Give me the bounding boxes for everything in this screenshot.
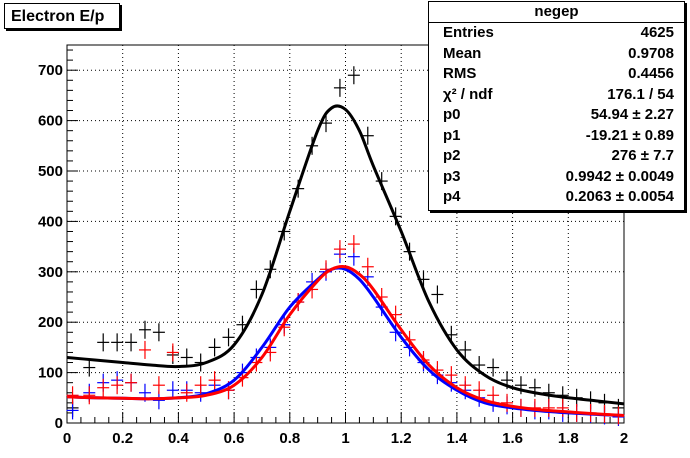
y-tick-label: 700 <box>38 62 63 79</box>
data-point <box>542 383 555 402</box>
data-point <box>83 386 96 405</box>
axis-ticks: 0 0.2 0.4 0.6 0.8 1 1.2 1.4 1.6 1.8 2 0 100 200 300 400… <box>38 49 628 447</box>
x-tick-label: 0.4 <box>168 430 190 447</box>
y-tick-label: 100 <box>38 365 63 382</box>
data-point <box>347 235 360 254</box>
data-point <box>111 333 124 352</box>
stats-value: 54.94 ± 2.27 <box>590 106 674 123</box>
stats-title: negep <box>429 2 684 23</box>
fit-curve <box>66 104 625 406</box>
data-point <box>208 338 221 357</box>
stats-row: RMS 0.4456 <box>429 64 684 85</box>
x-tick-label: 1.2 <box>391 430 412 447</box>
stats-label: Entries <box>443 24 494 41</box>
stats-value: 0.9708 <box>628 44 674 62</box>
data-point <box>487 358 500 377</box>
y-tick-label: 500 <box>38 163 63 180</box>
stats-row: p4 0.2063 ± 0.0054 <box>429 187 684 208</box>
data-point <box>431 285 444 304</box>
data-point <box>208 371 221 390</box>
data-point <box>66 401 79 420</box>
data-point <box>180 348 193 367</box>
data-point <box>111 376 124 395</box>
data-point <box>501 393 514 412</box>
data-point <box>138 340 151 359</box>
data-point <box>542 398 555 417</box>
stats-rows: Entries 4625 Mean 0.9708 RMS 0.4456 χ² / ndf 17… <box>429 23 684 208</box>
data-point <box>152 323 165 342</box>
stats-value: 0.2063 ± 0.0054 <box>565 188 674 205</box>
stats-value: -19.21 ± 0.89 <box>585 126 674 144</box>
stats-row: p2 276 ± 7.7 <box>429 146 684 167</box>
x-tick-label: 0.6 <box>224 430 245 447</box>
data-point <box>125 333 138 352</box>
x-tick-label: 1.6 <box>502 430 523 447</box>
data-point <box>445 366 458 385</box>
data-point <box>473 381 486 400</box>
data-point <box>66 386 79 405</box>
data-point <box>389 323 402 342</box>
stats-label: RMS <box>443 65 477 82</box>
x-tick-label: 1 <box>341 430 349 447</box>
stats-value: 0.4456 <box>628 65 674 82</box>
data-point <box>361 126 374 145</box>
stats-label: p0 <box>443 106 461 123</box>
data-point <box>333 240 346 259</box>
y-tick-label: 300 <box>38 264 63 281</box>
data-point <box>250 280 263 299</box>
stats-label: p2 <box>443 147 461 164</box>
stats-value: 0.9942 ± 0.0049 <box>565 167 674 185</box>
data-point <box>83 358 96 377</box>
data-point <box>333 78 346 97</box>
fit-curve <box>66 264 625 417</box>
stats-label: Mean <box>443 44 482 62</box>
data-marks <box>66 66 625 426</box>
stats-row: χ² / ndf 176.1 / 54 <box>429 85 684 106</box>
y-tick-label: 200 <box>38 314 63 331</box>
x-tick-label: 2 <box>620 430 628 447</box>
stats-label: p3 <box>443 167 461 185</box>
stats-row: p0 54.94 ± 2.27 <box>429 105 684 126</box>
data-point <box>459 340 472 359</box>
x-tick-label: 1.4 <box>446 430 468 447</box>
stats-value: 176.1 / 54 <box>607 85 674 103</box>
data-point <box>138 320 151 339</box>
data-point <box>361 257 374 276</box>
stats-label: χ² / ndf <box>443 85 493 103</box>
stats-row: Mean 0.9708 <box>429 44 684 65</box>
x-tick-label: 1.8 <box>558 430 579 447</box>
data-point <box>152 391 165 410</box>
stats-row: p3 0.9942 ± 0.0049 <box>429 167 684 188</box>
y-tick-label: 600 <box>38 113 63 130</box>
x-tick-label: 0 <box>63 430 71 447</box>
stats-box: negep Entries 4625 Mean 0.9708 RMS 0.4456 χ² /… <box>428 1 685 211</box>
data-point <box>194 376 207 395</box>
y-tick-label: 400 <box>38 213 63 230</box>
fit-curves <box>66 104 625 417</box>
stats-row: Entries 4625 <box>429 23 684 44</box>
chart-title: Electron E/p <box>4 3 120 29</box>
x-tick-label: 0.2 <box>112 430 133 447</box>
y-tick-label: 0 <box>55 415 63 432</box>
stats-label: p1 <box>443 126 461 144</box>
data-point <box>97 333 110 352</box>
stats-row: p1 -19.21 ± 0.89 <box>429 126 684 147</box>
data-point <box>222 328 235 347</box>
stats-value: 276 ± 7.7 <box>611 147 674 164</box>
stats-label: p4 <box>443 188 461 205</box>
data-point <box>125 373 138 392</box>
data-point <box>152 376 165 395</box>
data-point <box>97 378 110 397</box>
data-point <box>166 343 179 362</box>
x-tick-label: 0.8 <box>279 430 300 447</box>
data-point <box>166 381 179 400</box>
stats-value: 4625 <box>640 24 674 41</box>
data-point <box>347 66 360 85</box>
